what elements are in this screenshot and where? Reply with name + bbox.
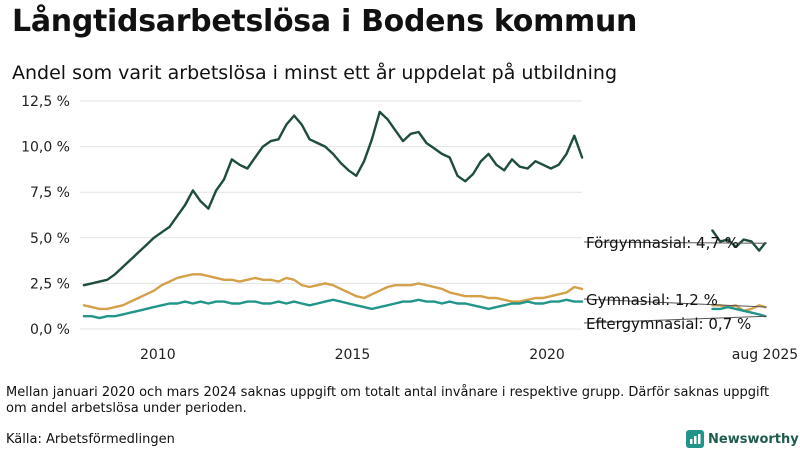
x-tick-label: 2020	[529, 347, 565, 363]
y-tick-label: 5,0 %	[30, 231, 70, 247]
chart-subtitle: Andel som varit arbetslösa i minst ett å…	[12, 62, 618, 84]
label-leader-line	[583, 298, 767, 308]
series-line-eftergymnasial	[711, 305, 767, 318]
y-tick-label: 2,5 %	[30, 276, 70, 292]
y-tick-label: 12,5 %	[21, 94, 70, 110]
y-tick-label: 0,0 %	[30, 322, 70, 338]
label-leader-line	[583, 315, 767, 324]
source-text: Källa: Arbetsförmedlingen	[6, 432, 175, 447]
x-tick-label: 2015	[335, 347, 371, 363]
series-line-eftergymnasial	[82, 298, 584, 320]
footnote: Mellan januari 2020 och mars 2024 saknas…	[6, 385, 770, 416]
x-tick-label: aug 2025	[732, 347, 798, 363]
series-line-gymnasial	[82, 273, 584, 311]
line-chart: 0,0 % 2,5 % 5,0 % 7,5 % 10,0 % 12,5 % 2010 2015…	[21, 94, 798, 363]
brand-name: Newsworthy	[708, 431, 799, 447]
series-label-gymnasial: Gymnasial: 1,2 %	[586, 291, 718, 309]
series-line-gymnasial	[711, 304, 767, 312]
newsworthy-logo[interactable]: Newsworthy	[686, 430, 799, 448]
x-tick-label: 2010	[140, 347, 176, 363]
y-tick-label: 10,0 %	[21, 140, 70, 156]
y-tick-label: 7,5 %	[30, 185, 70, 201]
chart-title: Långtidsarbetslösa i Bodens kommun	[12, 4, 638, 39]
newsworthy-icon	[686, 430, 704, 448]
series-label-förgymnasial: Förgymnasial: 4,7 %	[586, 234, 739, 252]
label-leader-line	[583, 241, 767, 244]
series-line-förgymnasial	[82, 110, 584, 287]
series-label-eftergymnasial: Eftergymnasial: 0,7 %	[586, 315, 751, 333]
